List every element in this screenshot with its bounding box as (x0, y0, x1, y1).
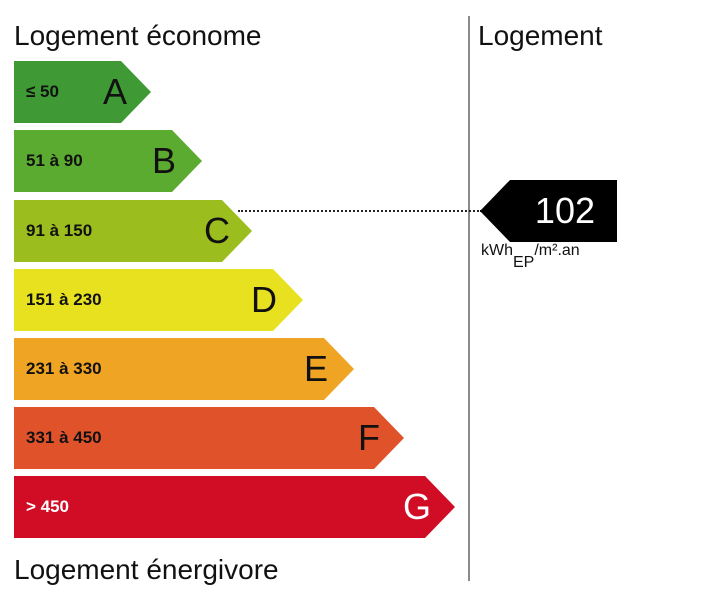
value-marker-shape (480, 180, 617, 242)
energy-band-a: ≤ 50 A (14, 61, 151, 123)
energy-band-shape (14, 61, 151, 123)
band-letter: C (204, 210, 230, 251)
value-marker: 102 (480, 180, 617, 242)
energy-band-f: 331 à 450 F (14, 407, 404, 469)
value-unit: kWhEP/m².an (481, 242, 580, 271)
band-range-label: 331 à 450 (26, 428, 102, 447)
unit-sub: EP (513, 254, 535, 271)
band-letter: E (303, 348, 328, 389)
band-range-label: 231 à 330 (26, 359, 102, 378)
header-right-title: Logement (478, 20, 603, 51)
band-letter: F (358, 417, 380, 458)
energy-band-shape (14, 130, 202, 192)
energy-band-d: 151 à 230 D (14, 269, 303, 331)
footer-bottom-title: Logement énergivore (14, 554, 279, 585)
band-range-label: > 450 (26, 497, 70, 516)
band-letter: A (102, 71, 127, 112)
value-text: 102 (534, 190, 595, 231)
energy-band-shape (14, 200, 252, 262)
value-leader-line (238, 210, 482, 212)
header-left-title: Logement économe (14, 20, 262, 51)
energy-band-shape (14, 338, 354, 400)
energy-band-shape (14, 269, 303, 331)
band-letter: G (402, 486, 431, 527)
band-letter: D (251, 279, 277, 320)
unit-main: kWh (481, 242, 513, 259)
energy-band-shape (14, 476, 455, 538)
band-letter: B (151, 140, 176, 181)
energy-band-e: 231 à 330 E (14, 338, 354, 400)
energy-band-shape (14, 407, 404, 469)
band-range-label: 91 à 150 (26, 221, 93, 240)
energy-band-c: 91 à 150 C (14, 200, 252, 262)
energy-band-b: 51 à 90 B (14, 130, 202, 192)
band-range-label: ≤ 50 (26, 82, 59, 101)
column-divider (468, 16, 470, 581)
band-range-label: 51 à 90 (26, 151, 83, 170)
energy-band-g: > 450 G (14, 476, 455, 538)
unit-tail: /m².an (534, 242, 580, 259)
band-range-label: 151 à 230 (26, 290, 102, 309)
